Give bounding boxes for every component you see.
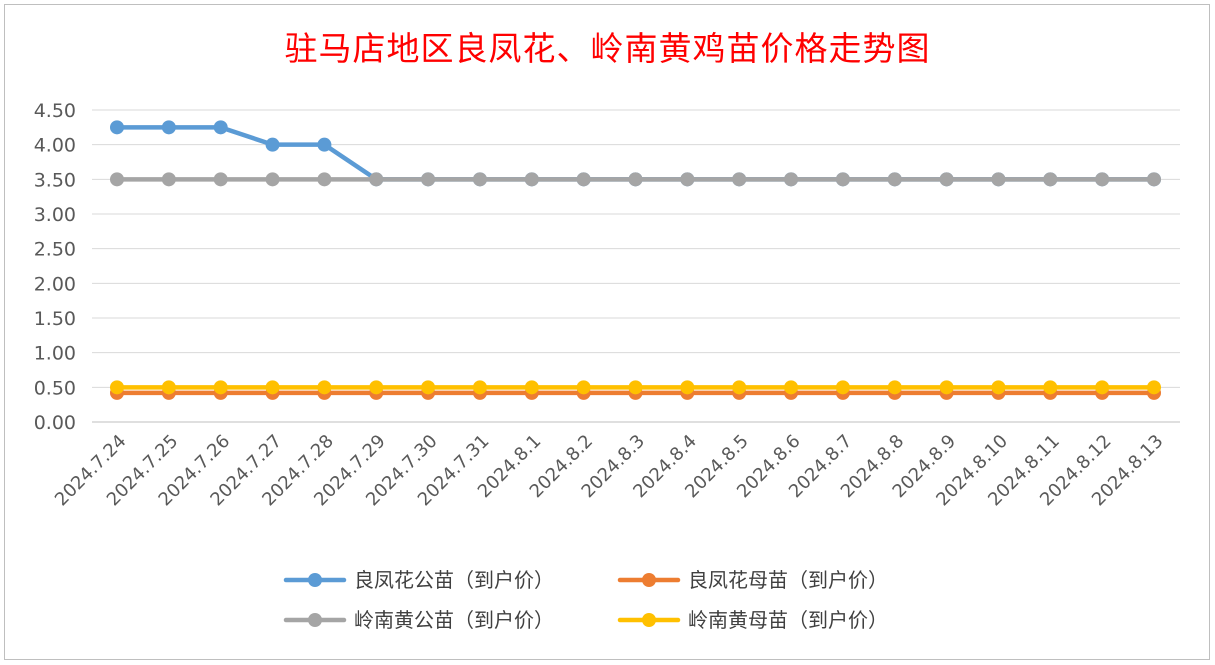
- legend: 良凤花公苗（到户价） 良凤花母苗（到户价） 岭南黄公苗（到户价） 岭南黄母苗（到户价）: [283, 568, 888, 632]
- y-tick-label: 4.50: [34, 100, 76, 122]
- data-point: [524, 380, 539, 395]
- y-axis-ticks: 0.00 0.50 1.00 1.50 2.00 2.50 3.00 3.50 4.00 4.50: [34, 100, 76, 434]
- data-point: [835, 172, 850, 187]
- data-point: [213, 120, 228, 135]
- data-point: [1095, 380, 1110, 395]
- legend-swatch-marker: [642, 613, 656, 627]
- data-point: [1095, 172, 1110, 187]
- y-tick-label: 0.50: [34, 377, 76, 399]
- data-point: [1147, 172, 1161, 187]
- data-point: [524, 172, 539, 187]
- data-point: [1043, 380, 1058, 395]
- data-point: [1147, 380, 1161, 395]
- y-tick-label: 1.00: [34, 343, 76, 365]
- data-point: [369, 380, 384, 395]
- legend-item: 岭南黄母苗（到户价）: [617, 608, 888, 632]
- data-point: [213, 380, 228, 395]
- gridlines: [92, 109, 1180, 423]
- data-point: [317, 137, 332, 152]
- y-tick-label: 1.50: [34, 308, 76, 330]
- data-point: [369, 172, 384, 187]
- data-point: [680, 380, 695, 395]
- data-point: [887, 172, 902, 187]
- data-point: [265, 137, 280, 152]
- data-point: [161, 120, 176, 135]
- y-tick-label: 3.50: [34, 169, 76, 191]
- data-point: [110, 172, 124, 187]
- data-point: [991, 172, 1006, 187]
- data-point: [939, 172, 954, 187]
- chart-frame: [4, 4, 1210, 660]
- chart-title: 驻马店地区良凤花、岭南黄鸡苗价格走势图: [284, 29, 931, 68]
- data-point: [110, 380, 124, 395]
- legend-swatch-marker: [308, 573, 322, 587]
- data-point: [265, 172, 280, 187]
- legend-swatch-marker: [308, 613, 322, 627]
- data-point: [784, 172, 799, 187]
- data-point: [784, 380, 799, 395]
- data-point: [628, 380, 643, 395]
- data-point: [161, 380, 176, 395]
- data-point: [317, 172, 332, 187]
- legend-label: 良凤花公苗（到户价）: [354, 568, 554, 592]
- y-tick-label: 2.00: [34, 273, 76, 295]
- data-point: [1043, 172, 1058, 187]
- series-4: [110, 380, 1161, 395]
- data-point: [680, 172, 695, 187]
- data-point: [472, 380, 487, 395]
- data-point: [110, 120, 124, 135]
- data-point: [317, 380, 332, 395]
- data-point: [265, 380, 280, 395]
- series-line: [114, 125, 1157, 182]
- y-tick-label: 2.50: [34, 239, 76, 261]
- data-point: [991, 380, 1006, 395]
- data-point: [835, 380, 850, 395]
- legend-item: 岭南黄公苗（到户价）: [283, 608, 554, 632]
- legend-label: 良凤花母苗（到户价）: [688, 568, 888, 592]
- data-point: [161, 172, 176, 187]
- data-point: [732, 172, 747, 187]
- data-point: [421, 380, 436, 395]
- data-point: [628, 172, 643, 187]
- x-axis-ticks: 2024.7.242024.7.252024.7.262024.7.272024…: [51, 431, 1168, 511]
- legend-label: 岭南黄母苗（到户价）: [688, 608, 888, 632]
- legend-swatch-marker: [642, 573, 656, 587]
- data-point: [472, 172, 487, 187]
- data-point: [213, 172, 228, 187]
- legend-item: 良凤花公苗（到户价）: [283, 568, 554, 592]
- data-point: [732, 380, 747, 395]
- data-point: [421, 172, 436, 187]
- y-tick-label: 4.00: [34, 135, 76, 157]
- data-point: [887, 380, 902, 395]
- y-tick-label: 0.00: [34, 412, 76, 434]
- data-point: [939, 380, 954, 395]
- legend-item: 良凤花母苗（到户价）: [617, 568, 888, 592]
- series-3: [110, 172, 1161, 187]
- legend-label: 岭南黄公苗（到户价）: [354, 608, 554, 632]
- data-point: [576, 380, 591, 395]
- data-point: [576, 172, 591, 187]
- y-tick-label: 3.00: [34, 204, 76, 226]
